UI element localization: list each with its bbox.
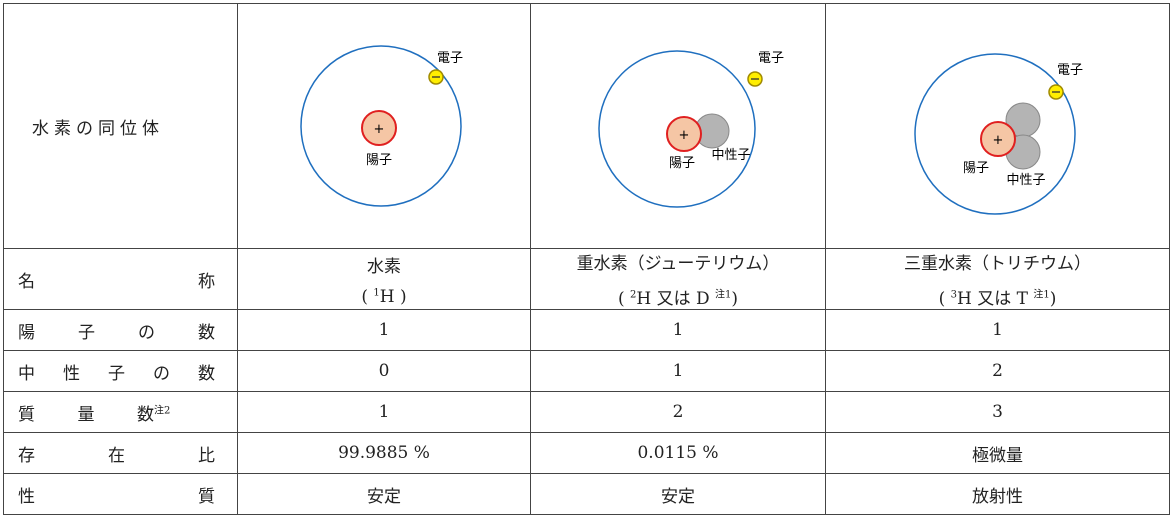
table-cell: 1: [237, 391, 531, 433]
table-row: 存在比 99.9885 % 0.0115 % 極微量: [3, 432, 1170, 474]
diagram-cell: + 陽子 電子: [237, 3, 531, 249]
paren: (: [617, 289, 625, 309]
row-label: 名称: [3, 248, 238, 310]
table-cell: 安定: [237, 473, 531, 515]
paren: ): [400, 286, 407, 307]
diagram-row: 水素の同位体 + 陽子 電子 + 陽子 中性子 電子 + 陽子 中性子 電子: [3, 3, 1170, 249]
table-cell: 放射性: [825, 473, 1170, 515]
row-label: 中性子の数: [3, 350, 238, 392]
plus-sign: +: [993, 133, 1004, 148]
label-text: 質量数: [18, 404, 154, 425]
isotope-name: 三重水素（トリチウム）: [904, 254, 1091, 274]
row-label: 質量数注2: [3, 391, 238, 433]
table-cell: 0.0115 %: [530, 432, 826, 474]
proton-label: 陽子: [669, 156, 695, 171]
mass-number: 2: [629, 289, 637, 301]
isotope-table: 水素の同位体 + 陽子 電子 + 陽子 中性子 電子 + 陽子 中性子 電子 名…: [3, 3, 1170, 515]
mass-number: 3: [950, 289, 957, 301]
table-row: 質量数注2 1 2 3: [3, 391, 1170, 433]
symbol: H: [636, 289, 652, 309]
name-cell: 水素 ( 1H ): [237, 248, 531, 310]
label-text: 性質: [18, 486, 215, 507]
paren: (: [361, 286, 368, 307]
note: 注1: [715, 289, 732, 301]
name-row: 名称 水素 ( 1H ) 重水素（ジューテリウム） ( 2H 又は D 注1) …: [3, 248, 1170, 310]
table-cell: 極微量: [825, 432, 1170, 474]
electron-label: 電子: [758, 51, 784, 66]
orbit: [300, 45, 462, 207]
formula: ( 1H ): [238, 287, 530, 307]
note: 注1: [1033, 289, 1050, 301]
paren: ): [1049, 289, 1057, 309]
title-cell: 水素の同位体: [3, 3, 238, 249]
row-label: 陽子の数: [3, 309, 238, 351]
table-row: 中性子の数 0 1 2: [3, 350, 1170, 392]
table-cell: 99.9885 %: [237, 432, 531, 474]
formula: ( 2H 又は D 注1): [531, 284, 825, 309]
mass-number: 1: [373, 286, 380, 298]
table-cell: 1: [237, 309, 531, 351]
conjunction: 又は: [656, 289, 691, 309]
property-rows: 陽子の数 1 1 1 中性子の数 0 1 2 質量数注2 1 2 3 存在比 99.9885 % 0.011…: [3, 309, 1170, 515]
proton: [980, 121, 1016, 157]
table-cell: 2: [825, 350, 1170, 392]
isotope-name: 重水素（ジューテリウム）: [576, 254, 780, 274]
table-cell: 3: [825, 391, 1170, 433]
symbol: T: [1016, 289, 1028, 309]
proton-label: 陽子: [366, 153, 392, 168]
proton-label: 陽子: [963, 161, 989, 176]
table-row: 陽子の数 1 1 1: [3, 309, 1170, 351]
diagram-cell: + 陽子 中性子 電子: [825, 3, 1170, 249]
plus-sign: +: [374, 122, 385, 137]
symbol: D: [696, 289, 710, 309]
plus-sign: +: [679, 128, 690, 143]
diagram-cell: + 陽子 中性子 電子: [530, 3, 826, 249]
table-cell: 1: [825, 309, 1170, 351]
symbol: H: [957, 289, 972, 309]
orbit: [914, 53, 1076, 215]
table-cell: 1: [530, 309, 826, 351]
electron-label: 電子: [1057, 63, 1083, 78]
title: 水素の同位体: [32, 118, 164, 139]
label-text: 中性子の数: [18, 363, 215, 384]
table-cell: 1: [530, 350, 826, 392]
tritium-diagram: + 陽子 中性子 電子: [914, 53, 1083, 215]
formula: ( 3H 又は T 注1): [826, 284, 1169, 309]
paren: (: [938, 289, 946, 309]
conjunction: 又は: [977, 289, 1012, 309]
table-cell: 0: [237, 350, 531, 392]
neutron-label: 中性子: [1006, 173, 1045, 188]
row-label: 存在比: [3, 432, 238, 474]
label-text: 名称: [18, 271, 215, 292]
proton: [361, 110, 397, 146]
orbit: [598, 50, 756, 208]
deuterium-diagram: + 陽子 中性子 電子: [598, 50, 784, 208]
label-text: 存在比: [18, 445, 215, 466]
table-cell: 2: [530, 391, 826, 433]
electron-label: 電子: [437, 51, 463, 66]
symbol: H: [379, 286, 395, 307]
isotope-name: 水素: [367, 256, 401, 277]
label-text: 陽子の数: [18, 322, 215, 343]
note: 注2: [154, 404, 171, 416]
name-cell: 重水素（ジューテリウム） ( 2H 又は D 注1): [530, 248, 826, 310]
hydrogen-diagram: + 陽子 電子: [300, 45, 463, 207]
table-row: 性質 安定 安定 放射性: [3, 473, 1170, 515]
row-label: 性質: [3, 473, 238, 515]
neutron-label: 中性子: [711, 148, 750, 163]
name-cell: 三重水素（トリチウム） ( 3H 又は T 注1): [825, 248, 1170, 310]
paren: ): [731, 289, 739, 309]
table-cell: 安定: [530, 473, 826, 515]
proton: [666, 116, 702, 152]
